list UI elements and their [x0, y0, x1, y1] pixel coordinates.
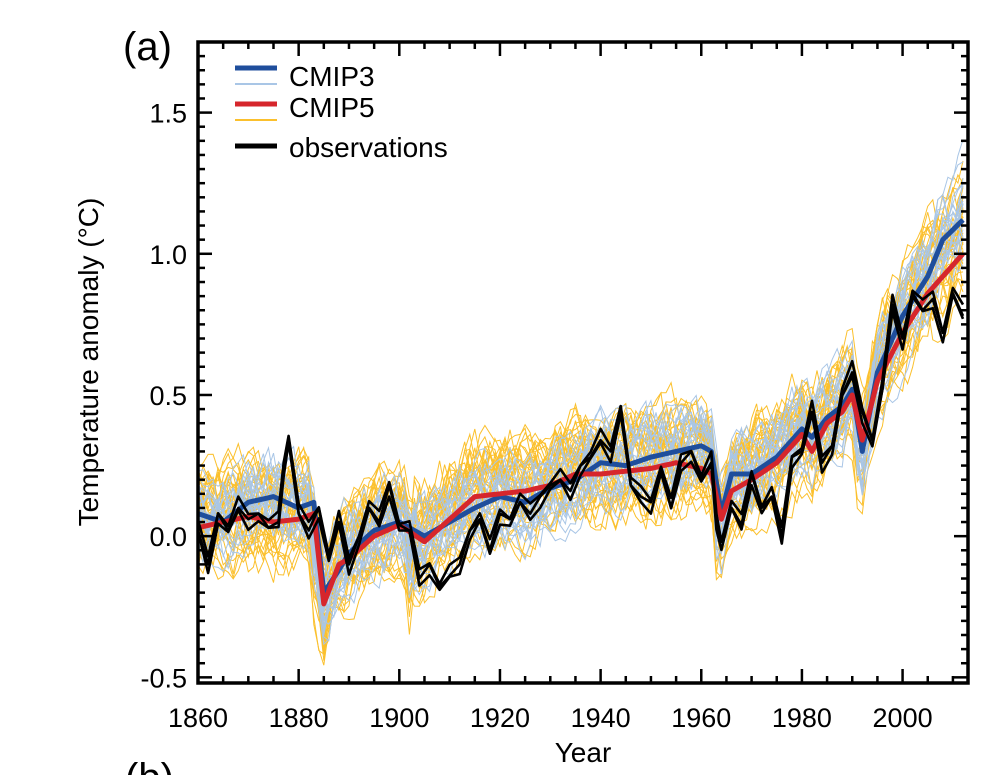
y-tick-label: 0.0: [149, 522, 187, 552]
cmip3-member-line: [198, 203, 964, 612]
x-axis-title: Year: [555, 737, 612, 768]
x-tick-label: 1960: [671, 703, 731, 733]
cmip3-member-line: [198, 183, 964, 580]
observations-line: [198, 286, 965, 586]
y-tick-label: -0.5: [140, 663, 187, 693]
x-tick-labels: 1860 1880 1900 1920 1940 1960 1980 2000: [168, 703, 933, 733]
x-tick-label: 1980: [772, 703, 832, 733]
panel-label: (a): [123, 25, 172, 69]
cmip3-member-line: [198, 241, 964, 625]
legend-cmip3-label: CMIP3: [289, 61, 375, 92]
y-tick-label: 1.5: [149, 99, 187, 129]
axis-ticks: [196, 42, 968, 683]
cmip3-member-line: [198, 204, 964, 594]
observation-lines: [198, 286, 965, 592]
x-tick-label: 1920: [470, 703, 530, 733]
x-tick-label: 2000: [873, 703, 933, 733]
cmip3-member-line: [198, 246, 964, 621]
y-axis-title: Temperature anomaly (°C): [73, 198, 104, 527]
observations-line: [198, 293, 965, 592]
x-tick-label: 1880: [269, 703, 329, 733]
x-tick-label: 1940: [571, 703, 631, 733]
x-tick-label: 1860: [168, 703, 228, 733]
plot-frame: [196, 40, 970, 685]
next-panel-label: (b): [125, 756, 174, 775]
cmip3-member-line: [198, 229, 964, 642]
legend-observations-label: observations: [289, 132, 448, 163]
y-tick-label: 0.5: [149, 381, 187, 411]
x-tick-label: 1900: [369, 703, 429, 733]
cmip3-member-line: [198, 200, 964, 584]
legend-cmip5-label: CMIP5: [289, 92, 375, 123]
y-tick-label: 1.0: [149, 240, 187, 270]
legend: CMIP3 CMIP5 observations: [235, 61, 448, 163]
y-tick-labels: -0.5 0.0 0.5 1.0 1.5: [140, 99, 187, 694]
